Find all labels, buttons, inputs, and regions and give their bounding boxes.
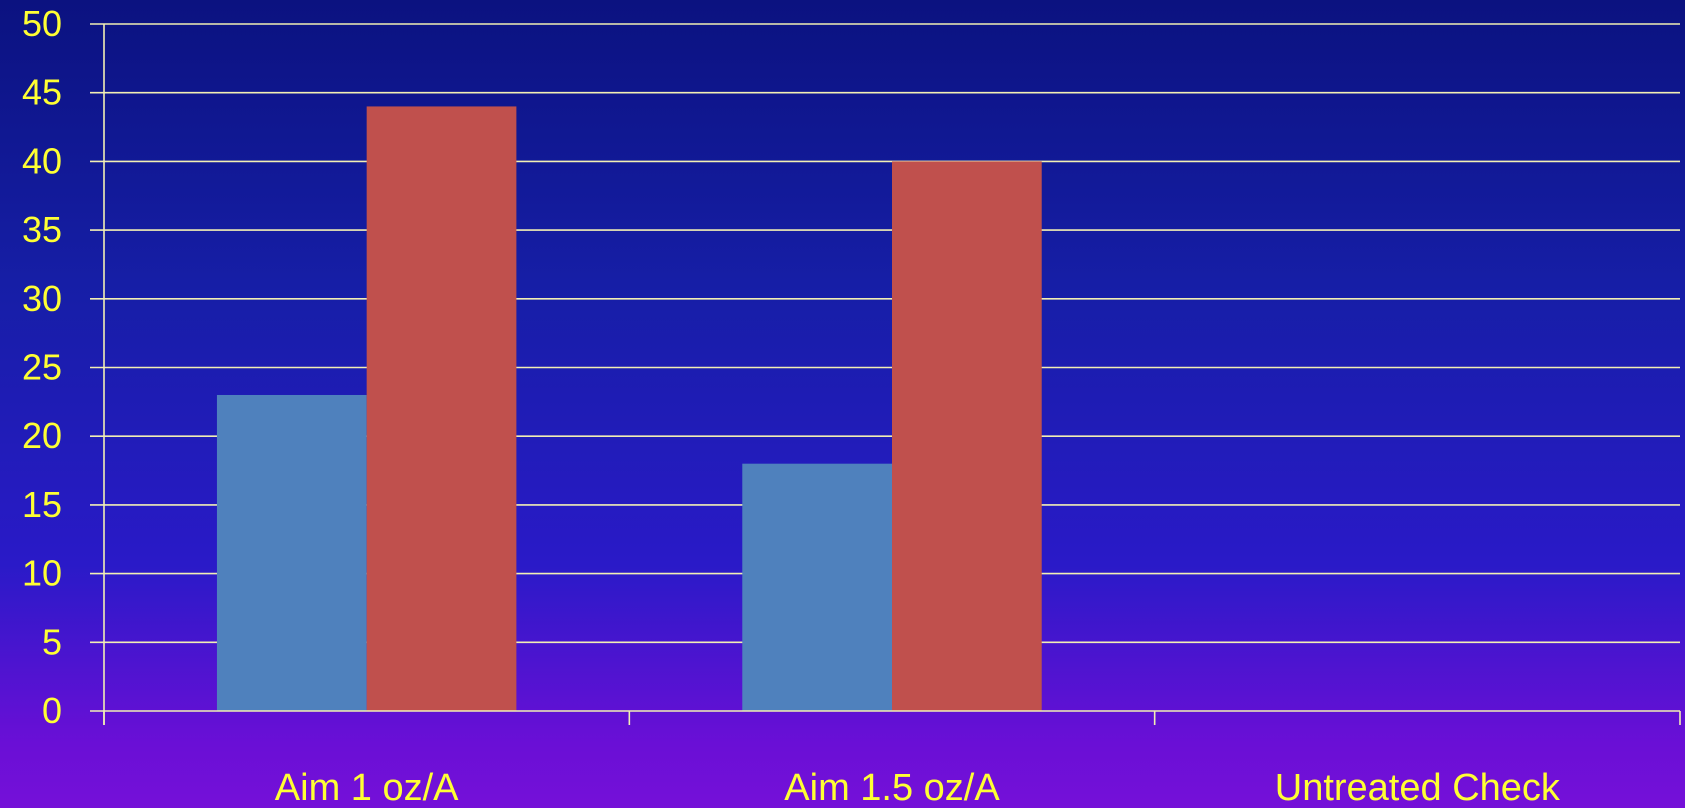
x-category-label: Aim 1.5 oz/A <box>784 767 1000 808</box>
bar <box>366 106 517 711</box>
y-tick-label: 30 <box>22 278 62 319</box>
y-tick-label: 10 <box>22 553 62 594</box>
y-tick-label: 15 <box>22 484 62 525</box>
y-tick-label: 5 <box>42 621 62 662</box>
y-tick-label: 40 <box>22 140 62 181</box>
y-tick-label: 20 <box>22 415 62 456</box>
y-tick-label: 50 <box>22 3 62 44</box>
x-category-label: Untreated Check <box>1275 767 1561 808</box>
bars <box>216 106 1042 711</box>
y-tick-label: 45 <box>22 72 62 113</box>
x-axis-category-labels: Aim 1 oz/A Aim 1.5 oz/A Untreated Check <box>275 767 1561 808</box>
bar <box>742 463 892 711</box>
y-tick-label: 35 <box>22 209 62 250</box>
y-tick-label: 0 <box>42 690 62 731</box>
bar <box>216 394 367 711</box>
bar <box>892 161 1042 711</box>
x-category-label: Aim 1 oz/A <box>275 767 459 808</box>
y-axis-tick-labels: 0 5 10 15 20 25 30 35 40 45 50 <box>22 3 62 731</box>
axes <box>90 24 1681 725</box>
y-tick-label: 25 <box>22 347 62 388</box>
